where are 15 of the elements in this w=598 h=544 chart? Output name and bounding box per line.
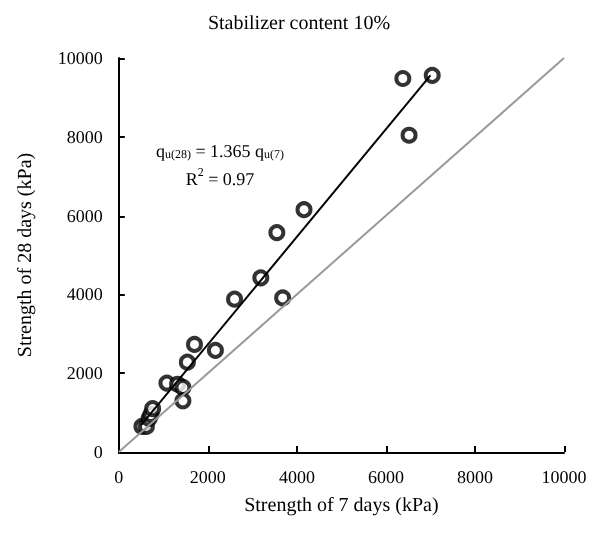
y-tick-label: 0 (93, 442, 104, 462)
x-tick-label: 0 (114, 467, 125, 487)
y-tick-label: 2000 (66, 363, 104, 384)
y-tick-label: 8000 (66, 126, 104, 147)
x-axis-title: Strength of 7 days (kPa) (244, 495, 439, 517)
y-tick-label: 10000 (57, 48, 104, 68)
chart-title: Stabilizer content 10% (207, 13, 391, 35)
x-tick-label: 10000 (541, 467, 588, 487)
x-tick-label: 6000 (367, 467, 405, 487)
y-tick-label: 4000 (66, 284, 104, 305)
x-tick-label: 8000 (456, 467, 494, 487)
y-axis-title: Strength of 28 days (kPa) (15, 152, 37, 358)
x-tick-label: 2000 (189, 467, 227, 487)
y-tick-label: 6000 (66, 205, 104, 226)
x-tick-label: 4000 (278, 467, 316, 487)
